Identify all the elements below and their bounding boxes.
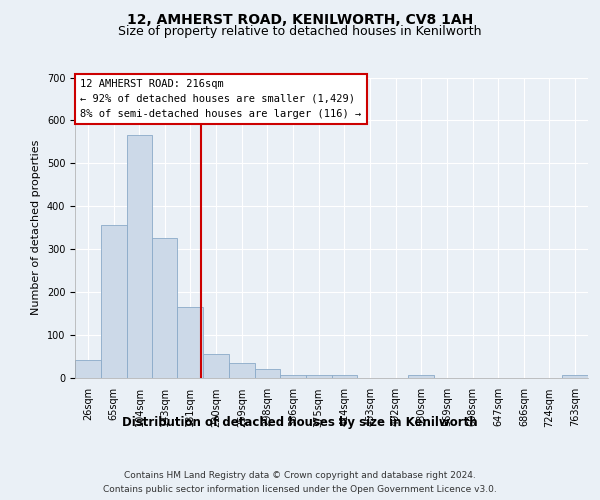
Bar (127, 136, 152, 378)
Bar (229, 362, 255, 378)
Bar (178, 307, 203, 378)
Text: Distribution of detached houses by size in Kenilworth: Distribution of detached houses by size … (122, 416, 478, 429)
Bar (203, 354, 229, 378)
Bar (75, 360, 101, 378)
Bar (306, 376, 331, 378)
Text: 12, AMHERST ROAD, KENILWORTH, CV8 1AH: 12, AMHERST ROAD, KENILWORTH, CV8 1AH (127, 12, 473, 26)
Text: Contains HM Land Registry data © Crown copyright and database right 2024.: Contains HM Land Registry data © Crown c… (124, 472, 476, 480)
Bar (280, 376, 306, 378)
Bar (331, 376, 357, 378)
Text: Size of property relative to detached houses in Kenilworth: Size of property relative to detached ho… (118, 25, 482, 38)
Bar (255, 369, 280, 378)
Bar (152, 238, 178, 378)
Bar (562, 376, 588, 378)
Bar (101, 226, 127, 378)
Text: 12 AMHERST ROAD: 216sqm
← 92% of detached houses are smaller (1,429)
8% of semi-: 12 AMHERST ROAD: 216sqm ← 92% of detache… (80, 79, 361, 118)
Y-axis label: Number of detached properties: Number of detached properties (31, 140, 41, 315)
Bar (408, 376, 434, 378)
Text: Contains public sector information licensed under the Open Government Licence v3: Contains public sector information licen… (103, 484, 497, 494)
